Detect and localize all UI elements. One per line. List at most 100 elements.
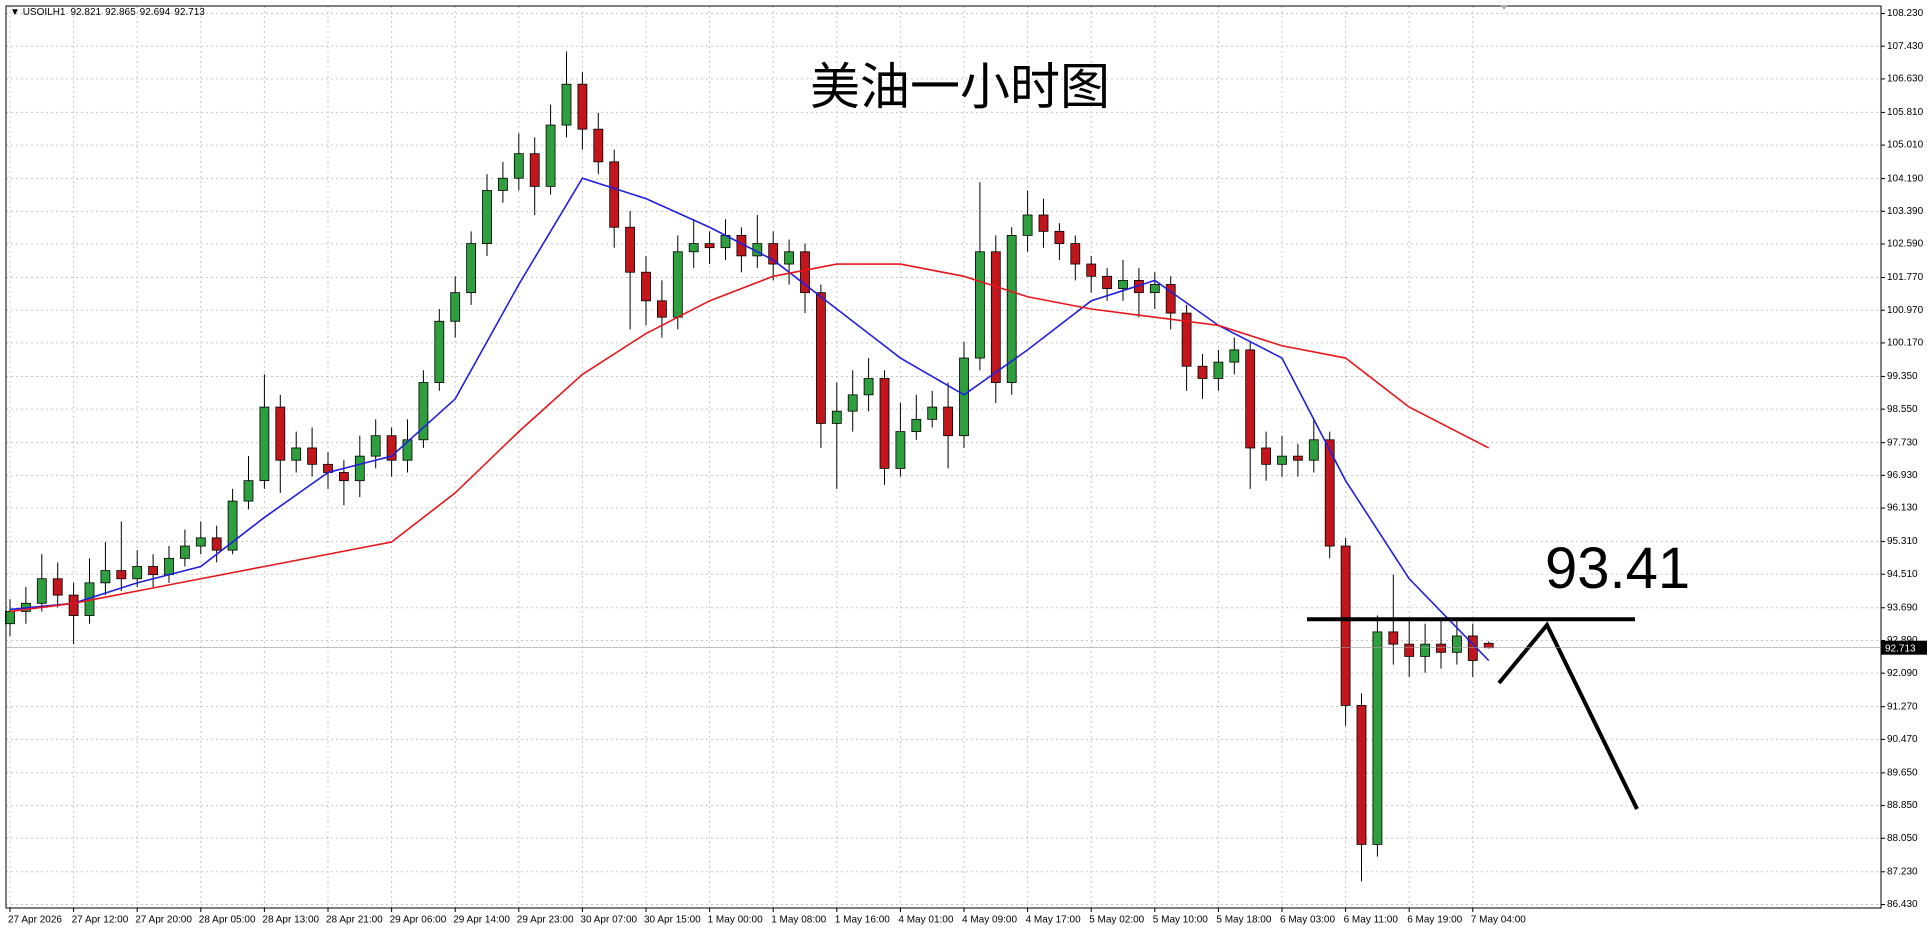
x-tick-label: 27 Apr 20:00 xyxy=(135,915,192,926)
candle-body xyxy=(275,406,286,461)
header: ▼ USOILH1 92.821 92.865 92.694 92.713 xyxy=(10,7,205,18)
x-tick-label: 6 May 11:00 xyxy=(1344,915,1399,926)
x-tick-label: 29 Apr 23:00 xyxy=(517,915,574,926)
y-tick-label: 100.970 xyxy=(1887,305,1924,316)
y-tick-label: 93.690 xyxy=(1887,602,1918,613)
y-tick-label: 108.230 xyxy=(1887,8,1924,19)
header-open: 92.821 xyxy=(70,7,101,18)
candle-body xyxy=(1054,230,1065,245)
candle-body xyxy=(561,83,572,126)
x-tick-label: 1 May 00:00 xyxy=(708,915,763,926)
candle-body xyxy=(800,251,810,294)
candle-body xyxy=(497,177,508,191)
candle-body xyxy=(338,472,349,482)
candle-body xyxy=(784,251,794,265)
candle-body xyxy=(227,500,238,551)
candle-body xyxy=(370,435,381,457)
x-tick-label: 7 May 04:00 xyxy=(1471,915,1526,926)
chart-title: 美油一小时图 xyxy=(810,59,1110,115)
level-label: 93.41 xyxy=(1545,536,1690,601)
symbol: USOILH1 xyxy=(23,7,66,18)
candle-body xyxy=(943,406,953,437)
candle-body xyxy=(927,406,938,420)
candle-body xyxy=(195,537,206,547)
y-tick-label: 96.930 xyxy=(1887,470,1918,481)
moving-average xyxy=(9,177,1490,662)
candle-body xyxy=(1038,214,1049,232)
candle-body xyxy=(545,124,556,187)
candle-body xyxy=(1293,455,1303,461)
candle-body xyxy=(307,447,318,465)
candle-body xyxy=(1197,365,1208,379)
candle-body xyxy=(402,439,413,461)
candle-body xyxy=(36,578,47,604)
price-marker-label: 92.713 xyxy=(1885,643,1916,654)
candle-body xyxy=(1420,643,1430,657)
y-tick-label: 90.470 xyxy=(1887,734,1918,745)
candle-body xyxy=(132,566,143,580)
x-tick-label: 4 May 17:00 xyxy=(1026,915,1081,926)
price-marker xyxy=(1881,640,1927,655)
y-tick-label: 107.430 xyxy=(1887,41,1924,52)
y-tick-label: 92.890 xyxy=(1887,635,1918,646)
candle-body xyxy=(625,226,635,273)
candle-body xyxy=(482,190,492,245)
y-tick-label: 94.510 xyxy=(1887,569,1918,580)
y-tick-label: 105.010 xyxy=(1887,140,1924,151)
shift-marker xyxy=(1500,5,1508,10)
header-arrow: ▼ xyxy=(10,7,23,18)
y-tick-label: 105.810 xyxy=(1887,107,1924,118)
candle-body xyxy=(847,394,858,412)
candle-body xyxy=(959,357,969,437)
candle-body xyxy=(1308,439,1319,461)
candle-body xyxy=(179,545,190,559)
x-tick-label: 4 May 09:00 xyxy=(962,915,1017,926)
candle-body xyxy=(1436,643,1446,653)
candle-body xyxy=(593,128,604,163)
x-tick-label: 5 May 02:00 xyxy=(1089,915,1144,926)
y-tick-label: 95.310 xyxy=(1887,536,1918,547)
y-tick-label: 88.050 xyxy=(1887,833,1918,844)
y-tick-label: 88.850 xyxy=(1887,800,1918,811)
candle-body xyxy=(418,382,429,441)
y-tick-label: 96.130 xyxy=(1887,503,1918,514)
candle-body xyxy=(211,537,222,551)
candle-body xyxy=(1277,455,1287,465)
candle-body xyxy=(434,320,445,383)
candle-body xyxy=(672,251,683,318)
candle-body xyxy=(1388,631,1399,645)
x-tick-label: 28 Apr 21:00 xyxy=(326,915,383,926)
x-tick-label: 5 May 18:00 xyxy=(1216,915,1271,926)
x-tick-label: 4 May 01:00 xyxy=(898,915,953,926)
candle-body xyxy=(5,611,15,625)
y-tick-label: 89.650 xyxy=(1887,768,1918,779)
y-tick-label: 102.590 xyxy=(1887,239,1924,250)
plot-frame xyxy=(5,5,1882,909)
candle-body xyxy=(243,480,254,502)
moving-average xyxy=(9,263,1490,613)
candle-body xyxy=(1340,545,1351,706)
y-tick-label: 91.270 xyxy=(1887,701,1918,712)
candle-body xyxy=(863,378,874,396)
y-tick-label: 87.230 xyxy=(1887,866,1918,877)
x-tick-label: 5 May 10:00 xyxy=(1153,915,1208,926)
candle-body xyxy=(816,292,826,424)
header-close: 92.713 xyxy=(174,7,205,18)
candle-body xyxy=(259,406,270,482)
candle-body xyxy=(1229,349,1240,363)
header-low: 92.694 xyxy=(140,7,171,18)
candle-body xyxy=(1261,447,1271,465)
x-tick-label: 27 Apr 12:00 xyxy=(72,915,129,926)
candle-body xyxy=(148,566,159,576)
candle-body xyxy=(1022,214,1033,236)
candle-body xyxy=(291,447,302,461)
x-tick-label: 29 Apr 06:00 xyxy=(390,915,447,926)
price-axis: 108.230 107.430 106.630 105.810 105.010 104.1… xyxy=(8,8,1924,926)
projection-arrow xyxy=(1497,621,1639,810)
candle-body xyxy=(895,431,906,469)
candle-body xyxy=(577,83,588,130)
candle-body xyxy=(879,378,890,469)
candle-body xyxy=(831,410,842,424)
